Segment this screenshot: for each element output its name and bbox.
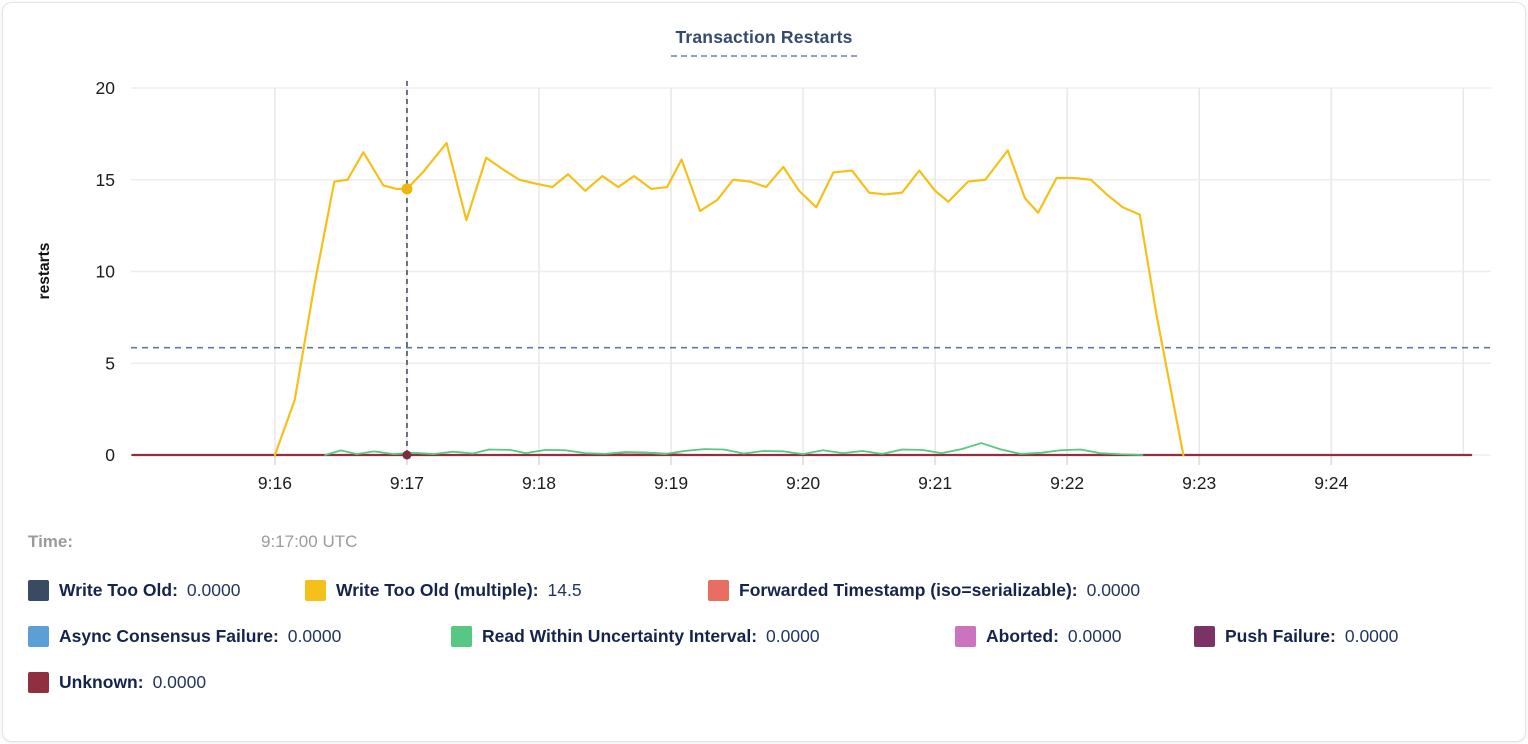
chart-legend: Write Too Old: 0.0000 Write Too Old (mul…	[3, 580, 1525, 718]
legend-row-2: Async Consensus Failure: 0.0000 Read Wit…	[3, 626, 1525, 672]
legend-value: 0.0000	[287, 626, 342, 646]
legend-value: 0.0000	[1344, 626, 1399, 646]
svg-text:10: 10	[96, 262, 116, 282]
legend-value: 0.0000	[1086, 580, 1141, 600]
hover-time-value: 9:17:00 UTC	[261, 532, 358, 551]
hover-point-unknown	[402, 450, 412, 460]
legend-label: Aborted:	[986, 626, 1059, 646]
legend-item-push-failure[interactable]: Push Failure: 0.0000	[1194, 626, 1398, 647]
legend-item-write-too-old-multiple[interactable]: Write Too Old (multiple): 14.5	[305, 580, 582, 601]
legend-value: 0.0000	[1067, 626, 1122, 646]
legend-item-read-within-uncertainty-interval[interactable]: Read Within Uncertainty Interval: 0.0000	[451, 626, 820, 647]
legend-value: 14.5	[547, 580, 582, 600]
hover-point-markers	[401, 183, 413, 460]
legend-value: 0.0000	[152, 672, 207, 692]
legend-value: 0.0000	[186, 580, 241, 600]
async-consensus-failure-swatch	[28, 626, 49, 647]
legend-label: Unknown:	[59, 672, 144, 692]
read-within-uncertainty-interval-swatch	[451, 626, 472, 647]
chart-title[interactable]: Transaction Restarts	[671, 27, 857, 57]
aborted-swatch	[955, 626, 976, 647]
unknown-swatch	[28, 672, 49, 693]
y-axis-label: restarts	[36, 243, 53, 300]
transaction-restarts-chart[interactable]: restarts 0 5 10 15 20 9:16 9:17 9:18 9:19 9:20 9:2…	[3, 63, 1526, 513]
svg-text:0: 0	[105, 445, 115, 465]
svg-text:9:20: 9:20	[786, 473, 820, 493]
hover-time-label: Time:	[28, 532, 74, 551]
legend-label: Write Too Old:	[59, 580, 178, 600]
legend-value: 0.0000	[766, 626, 820, 646]
axis-tick-labels: 0 5 10 15 20 9:16 9:17 9:18 9:19 9:20 9:21 9:22 9:23…	[96, 78, 1349, 493]
svg-text:9:22: 9:22	[1050, 473, 1084, 493]
legend-item-unknown[interactable]: Unknown: 0.0000	[28, 672, 206, 693]
legend-label: Write Too Old (multiple):	[336, 580, 539, 600]
svg-text:9:23: 9:23	[1182, 473, 1216, 493]
svg-text:9:17: 9:17	[390, 473, 424, 493]
chart-gridlines	[131, 87, 1491, 465]
svg-text:5: 5	[105, 353, 115, 373]
legend-label: Async Consensus Failure:	[59, 626, 279, 646]
svg-text:9:24: 9:24	[1314, 473, 1348, 493]
legend-item-forwarded-timestamp[interactable]: Forwarded Timestamp (iso=serializable): …	[708, 580, 1140, 601]
hover-point-write-too-old-multiple-	[401, 183, 413, 195]
svg-text:9:21: 9:21	[918, 473, 952, 493]
push-failure-swatch	[1194, 626, 1215, 647]
chart-header: Transaction Restarts	[3, 3, 1525, 63]
svg-text:15: 15	[96, 170, 115, 190]
legend-row-3: Unknown: 0.0000	[3, 672, 1525, 718]
legend-row-1: Write Too Old: 0.0000 Write Too Old (mul…	[3, 580, 1525, 626]
write-too-old-multiple-swatch	[305, 580, 326, 601]
legend-item-write-too-old[interactable]: Write Too Old: 0.0000	[28, 580, 240, 601]
svg-text:9:19: 9:19	[654, 473, 688, 493]
legend-item-aborted[interactable]: Aborted: 0.0000	[955, 626, 1121, 647]
svg-text:9:18: 9:18	[522, 473, 556, 493]
write-too-old-swatch	[28, 580, 49, 601]
series-read-within-uncertainty-interval	[324, 442, 1144, 456]
svg-text:20: 20	[96, 78, 116, 98]
series-lines	[131, 141, 1473, 457]
series-write-too-old-multiple-	[273, 141, 1185, 457]
legend-label: Forwarded Timestamp (iso=serializable):	[739, 580, 1078, 600]
legend-label: Push Failure:	[1225, 626, 1336, 646]
hover-time-row: Time: 9:17:00 UTC	[3, 532, 1525, 556]
legend-item-async-consensus-failure[interactable]: Async Consensus Failure: 0.0000	[28, 626, 341, 647]
legend-label: Read Within Uncertainty Interval:	[482, 626, 758, 646]
svg-text:9:16: 9:16	[258, 473, 292, 493]
forwarded-timestamp-swatch	[708, 580, 729, 601]
